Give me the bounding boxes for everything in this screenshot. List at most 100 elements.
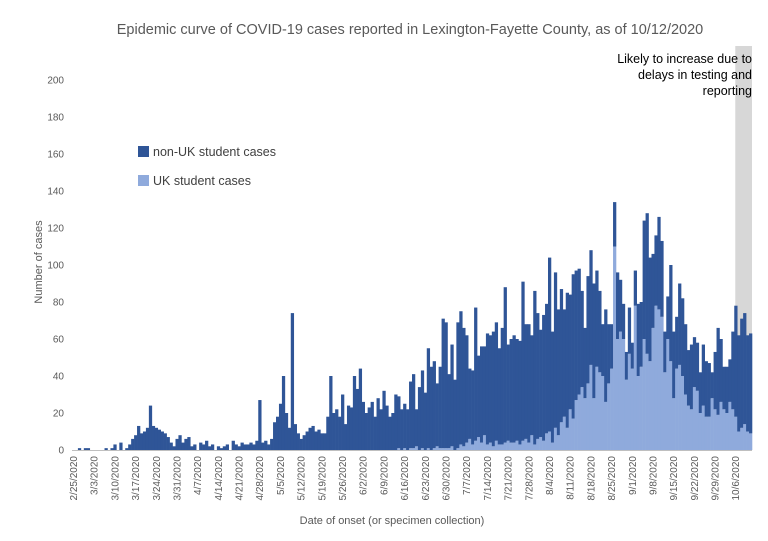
bar-non-uk-student bbox=[660, 240, 664, 317]
bar-non-uk-student bbox=[364, 413, 368, 450]
bar-non-uk-student bbox=[571, 274, 575, 419]
legend-label-uk: UK student cases bbox=[153, 174, 251, 188]
bar-non-uk-student bbox=[190, 446, 194, 450]
bar-uk-student bbox=[704, 416, 708, 450]
bar-non-uk-student bbox=[707, 363, 711, 417]
x-tick-label: 5/26/2020 bbox=[338, 456, 349, 501]
bar-non-uk-student bbox=[246, 444, 250, 450]
bar-non-uk-student bbox=[346, 405, 351, 450]
bar-non-uk-student bbox=[692, 337, 697, 388]
y-tick-label: 80 bbox=[53, 298, 65, 309]
bar-uk-student bbox=[604, 401, 608, 450]
bar-non-uk-student bbox=[488, 335, 493, 443]
y-axis-label: Number of cases bbox=[33, 220, 45, 304]
bar-non-uk-student bbox=[187, 437, 191, 450]
bar-non-uk-student bbox=[450, 344, 454, 447]
bar-non-uk-student bbox=[341, 394, 345, 450]
bar-uk-student bbox=[666, 339, 670, 450]
bar-uk-student bbox=[586, 383, 590, 450]
bar-non-uk-student bbox=[323, 433, 327, 450]
bar-non-uk-student bbox=[420, 370, 425, 449]
bar-non-uk-student bbox=[553, 272, 558, 428]
bar-uk-student bbox=[713, 409, 717, 450]
bar-non-uk-student bbox=[255, 440, 259, 450]
x-tick-label: 3/24/2020 bbox=[152, 456, 163, 501]
bar-non-uk-student bbox=[456, 322, 460, 449]
bar-non-uk-student bbox=[562, 309, 567, 417]
bar-uk-student bbox=[456, 448, 460, 450]
bar-non-uk-student bbox=[716, 327, 720, 415]
bar-non-uk-student bbox=[202, 444, 206, 450]
bar-non-uk-student bbox=[512, 335, 516, 443]
bar-non-uk-student bbox=[391, 413, 395, 450]
bar-non-uk-student bbox=[426, 348, 431, 449]
bar-uk-student bbox=[536, 438, 540, 450]
bar-non-uk-student bbox=[409, 381, 413, 449]
bar-uk-student bbox=[657, 309, 661, 450]
bar-non-uk-student bbox=[148, 405, 153, 450]
bar-non-uk-student bbox=[613, 202, 617, 247]
bar-non-uk-student bbox=[267, 444, 271, 450]
bar-non-uk-student bbox=[630, 342, 635, 369]
bar-uk-student bbox=[592, 398, 596, 450]
bar-non-uk-student bbox=[521, 281, 525, 441]
x-tick-label: 10/6/2020 bbox=[731, 456, 742, 501]
bar-non-uk-student bbox=[618, 279, 623, 332]
bar-non-uk-student bbox=[237, 446, 241, 450]
bar-uk-student bbox=[450, 446, 454, 450]
bar-non-uk-student bbox=[491, 331, 496, 447]
bar-uk-student bbox=[500, 444, 504, 450]
bar-non-uk-student bbox=[367, 407, 371, 450]
bar-uk-student bbox=[527, 442, 531, 450]
bar-non-uk-student bbox=[740, 318, 744, 428]
bar-non-uk-student bbox=[672, 331, 676, 399]
y-axis-ticks: 0 20 40 60 80 100 120 140 160 180 200 bbox=[47, 76, 64, 457]
x-tick-label: 6/16/2020 bbox=[400, 456, 411, 501]
bar-non-uk-student bbox=[731, 331, 735, 410]
y-tick-label: 200 bbox=[47, 76, 64, 87]
bar-non-uk-student bbox=[574, 270, 578, 401]
bar-uk-student bbox=[710, 398, 714, 450]
bar-uk-student bbox=[568, 409, 572, 450]
bar-non-uk-student bbox=[453, 379, 457, 450]
bar-non-uk-student bbox=[515, 339, 519, 441]
bar-uk-student bbox=[607, 383, 611, 450]
bar-uk-student bbox=[689, 409, 694, 450]
bar-non-uk-student bbox=[400, 409, 404, 450]
bar-non-uk-student bbox=[349, 407, 354, 450]
bar-non-uk-student bbox=[459, 311, 463, 445]
x-tick-label: 6/9/2020 bbox=[379, 456, 390, 495]
x-tick-label: 6/2/2020 bbox=[359, 456, 370, 495]
bar-non-uk-student bbox=[675, 316, 679, 369]
bar-non-uk-student bbox=[559, 289, 564, 423]
bar-non-uk-student bbox=[616, 272, 620, 339]
bar-non-uk-student bbox=[243, 444, 247, 450]
bar-non-uk-student bbox=[113, 444, 117, 450]
bar-non-uk-student bbox=[633, 270, 637, 306]
bar-uk-student bbox=[589, 364, 593, 450]
bar-non-uk-student bbox=[533, 290, 537, 445]
bar-non-uk-student bbox=[172, 446, 176, 450]
bar-non-uk-student bbox=[332, 413, 336, 450]
bar-non-uk-student bbox=[686, 350, 691, 406]
bar-uk-student bbox=[485, 444, 490, 450]
bar-non-uk-student bbox=[592, 283, 596, 399]
bar-uk-student bbox=[565, 427, 569, 450]
bar-uk-student bbox=[595, 366, 599, 450]
bar-uk-student bbox=[462, 446, 466, 450]
bar-non-uk-student bbox=[556, 309, 561, 436]
bar-non-uk-student bbox=[370, 401, 374, 450]
bar-non-uk-student bbox=[737, 335, 741, 432]
bar-non-uk-student bbox=[175, 438, 179, 450]
bars-group bbox=[77, 202, 753, 450]
x-tick-label: 4/28/2020 bbox=[255, 456, 266, 501]
bar-non-uk-student bbox=[373, 416, 377, 450]
bar-non-uk-student bbox=[595, 270, 599, 367]
bar-non-uk-student bbox=[281, 376, 286, 450]
bar-non-uk-student bbox=[728, 359, 732, 402]
bar-non-uk-student bbox=[713, 351, 717, 410]
bar-non-uk-student bbox=[308, 427, 312, 450]
bar-non-uk-student bbox=[234, 444, 238, 450]
bar-uk-student bbox=[497, 444, 501, 450]
bar-non-uk-student bbox=[624, 351, 629, 380]
